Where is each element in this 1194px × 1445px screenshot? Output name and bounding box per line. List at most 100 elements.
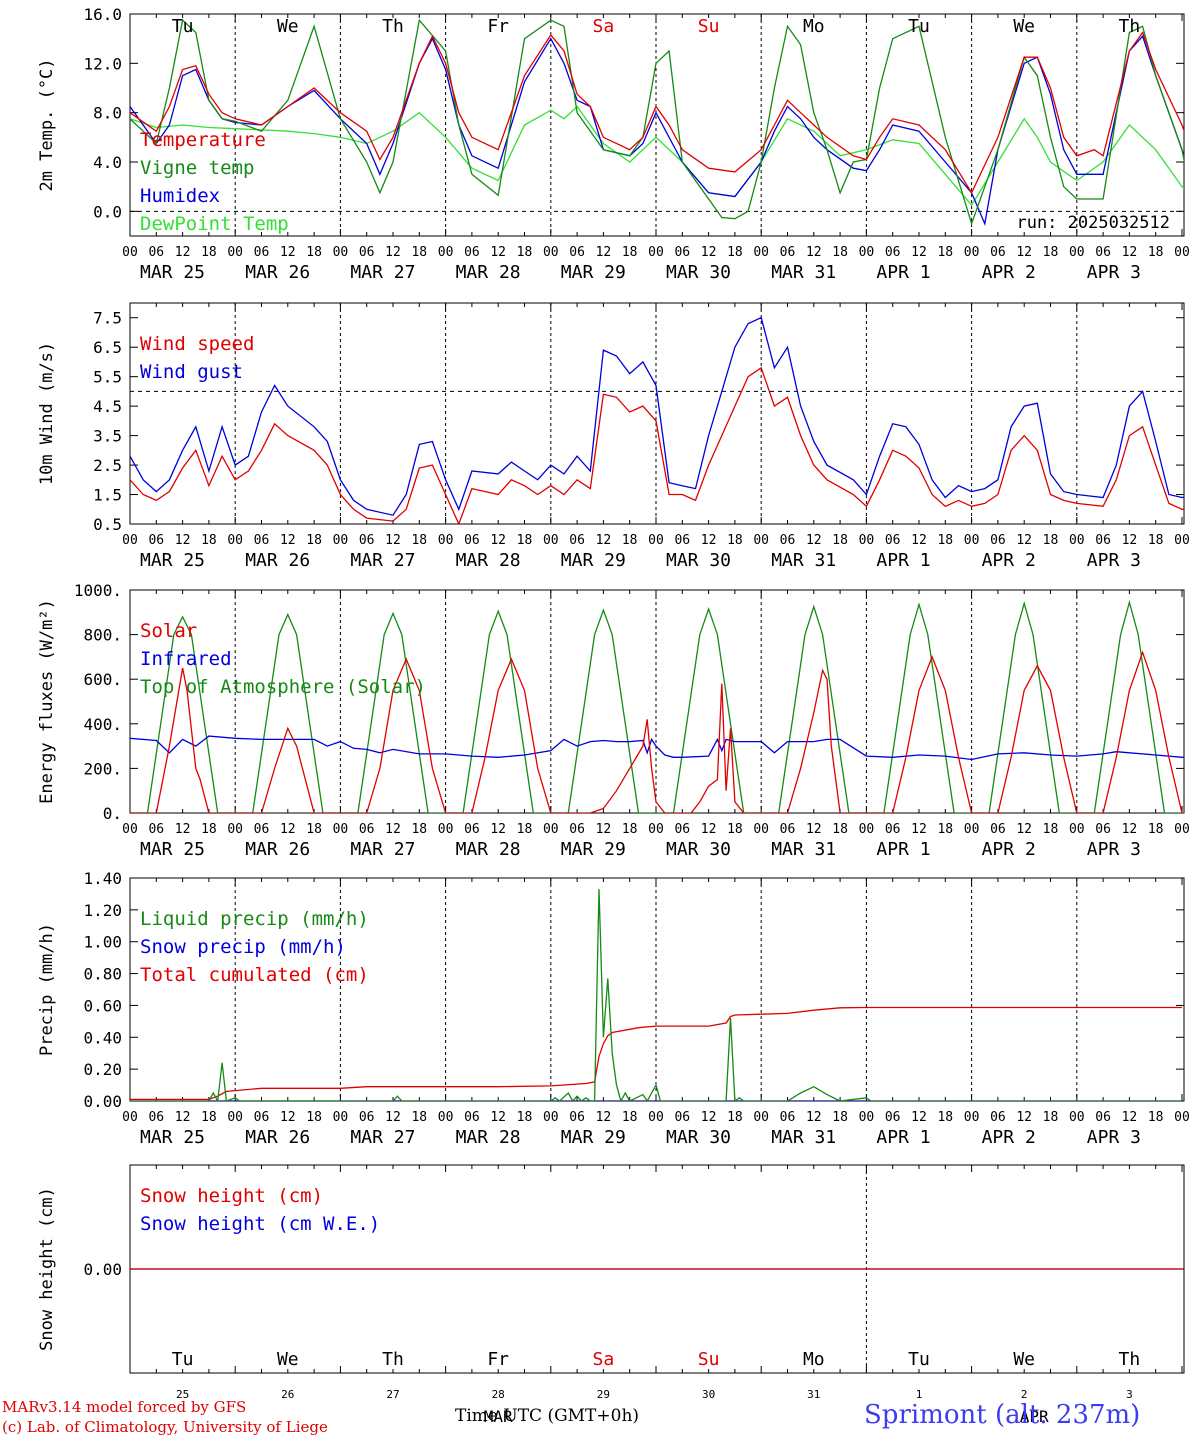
date-label: MAR 26 — [245, 262, 310, 283]
day-number-label: 26 — [281, 1388, 294, 1401]
panel-1 — [129, 13, 1185, 237]
station-label: Sprimont (alt. 237m) — [864, 1400, 1141, 1430]
hour-tick-label: 06 — [254, 533, 270, 548]
hour-tick-label: 06 — [569, 1110, 585, 1125]
hour-tick-label: 06 — [464, 1110, 480, 1125]
hour-tick-label: 06 — [780, 245, 796, 260]
hour-tick-label: 12 — [596, 533, 612, 548]
y-tick-label: 0.0 — [93, 202, 122, 221]
y-tick-label: 0.00 — [83, 1092, 122, 1111]
y-tick-label: 16.0 — [83, 5, 122, 24]
hour-tick-label: 00 — [227, 1110, 243, 1125]
date-label: APR 3 — [1087, 839, 1141, 860]
hour-tick-label: 18 — [517, 1110, 533, 1125]
y-tick-label: 1.20 — [83, 901, 122, 920]
hour-tick-label: 00 — [964, 822, 980, 837]
legend-entry: Vigne temp — [140, 157, 254, 179]
hour-tick-label: 00 — [753, 245, 769, 260]
hour-tick-label: 18 — [411, 245, 427, 260]
day-name-label: Tu — [172, 16, 194, 37]
date-label: MAR 26 — [245, 839, 310, 860]
day-number-label: 2 — [1021, 1388, 1028, 1401]
hour-tick-label: 12 — [1016, 245, 1032, 260]
hour-tick-label: 12 — [911, 822, 927, 837]
hour-tick-label: 12 — [911, 1110, 927, 1125]
hour-tick-label: 06 — [569, 245, 585, 260]
y-tick-label: 600. — [83, 670, 122, 689]
hour-tick-label: 18 — [411, 822, 427, 837]
hour-tick-label: 06 — [990, 1110, 1006, 1125]
hour-tick-label: 18 — [1043, 1110, 1059, 1125]
y-tick-label: 1000. — [74, 581, 122, 600]
hour-tick-label: 18 — [622, 822, 638, 837]
hour-tick-label: 12 — [806, 533, 822, 548]
hour-tick-label: 12 — [490, 533, 506, 548]
hour-tick-label: 06 — [254, 1110, 270, 1125]
hour-tick-label: 00 — [1069, 1110, 1085, 1125]
hour-tick-label: 00 — [753, 533, 769, 548]
y-axis-label: 10m Wind (m/s) — [37, 342, 57, 485]
hour-tick-label: 00 — [543, 533, 559, 548]
y-axis-label: Precip (mm/h) — [37, 923, 57, 1056]
date-label: APR 1 — [876, 839, 930, 860]
hour-tick-label: 06 — [464, 533, 480, 548]
hour-tick-label: 06 — [674, 245, 690, 260]
date-label: MAR 29 — [561, 550, 626, 571]
hour-tick-label: 18 — [201, 533, 217, 548]
hour-tick-label: 00 — [1174, 245, 1190, 260]
hour-tick-label: 06 — [359, 1110, 375, 1125]
y-tick-label: 4.0 — [93, 153, 122, 172]
series-line-total-cumulated-cm- — [130, 1006, 1182, 1101]
hour-tick-label: 06 — [780, 822, 796, 837]
hour-tick-label: 18 — [937, 1110, 953, 1125]
hour-tick-label: 06 — [885, 245, 901, 260]
date-label: MAR 28 — [456, 1127, 521, 1148]
day-name-label: Tu — [172, 1349, 194, 1370]
hour-tick-label: 12 — [806, 1110, 822, 1125]
panel-4 — [129, 877, 1185, 1102]
y-tick-label: 3.5 — [93, 427, 122, 446]
date-label: MAR 28 — [456, 262, 521, 283]
y-tick-label: 200. — [83, 759, 122, 778]
series-line-humidex — [130, 34, 1184, 226]
day-name-label: We — [1013, 1349, 1035, 1370]
hour-tick-label: 18 — [517, 822, 533, 837]
hour-tick-label: 12 — [490, 1110, 506, 1125]
y-tick-label: 12.0 — [83, 54, 122, 73]
hour-tick-label: 18 — [1148, 822, 1164, 837]
hour-tick-label: 06 — [254, 245, 270, 260]
hour-tick-label: 00 — [1174, 1110, 1190, 1125]
hour-tick-label: 06 — [464, 245, 480, 260]
time-axis-label: Time UTC (GMT+0h) — [455, 1406, 640, 1426]
day-name-label: Mo — [803, 1349, 825, 1370]
hour-tick-label: 12 — [175, 245, 191, 260]
hour-tick-label: 00 — [859, 245, 875, 260]
month-label: APR — [1020, 1407, 1049, 1426]
date-label: MAR 27 — [350, 1127, 415, 1148]
hour-tick-label: 06 — [674, 822, 690, 837]
model-credit: MARv3.14 model forced by GFS — [2, 1398, 247, 1416]
hour-tick-label: 00 — [1174, 533, 1190, 548]
plot-frame — [129, 589, 1185, 814]
date-label: MAR 25 — [140, 839, 205, 860]
hour-tick-label: 18 — [937, 533, 953, 548]
date-label: MAR 27 — [350, 550, 415, 571]
legend-entry: Snow height (cm W.E.) — [140, 1213, 380, 1235]
hour-tick-label: 12 — [701, 1110, 717, 1125]
day-name-label: Th — [382, 1349, 404, 1370]
hour-tick-label: 18 — [622, 1110, 638, 1125]
day-name-label: Su — [698, 16, 720, 37]
series-line-solar — [130, 650, 1183, 813]
hour-tick-label: 18 — [937, 245, 953, 260]
legend-entry: Top of Atmosphere (Solar) — [140, 676, 426, 698]
date-label: MAR 31 — [771, 839, 836, 860]
panel-3 — [129, 589, 1185, 814]
hour-tick-label: 18 — [201, 822, 217, 837]
date-label: MAR 29 — [561, 262, 626, 283]
hour-tick-label: 00 — [438, 533, 454, 548]
hour-tick-label: 00 — [543, 245, 559, 260]
date-label: MAR 29 — [561, 1127, 626, 1148]
hour-tick-label: 06 — [1095, 533, 1111, 548]
hour-tick-label: 12 — [806, 822, 822, 837]
hour-tick-label: 12 — [1122, 1110, 1138, 1125]
